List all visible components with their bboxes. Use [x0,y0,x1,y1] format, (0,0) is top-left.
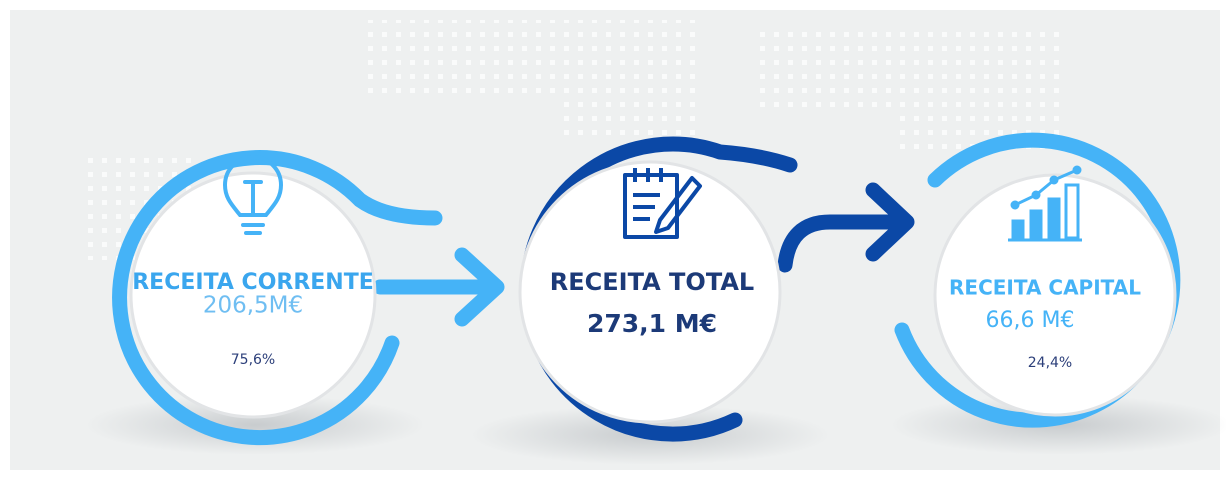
node-circle [129,171,377,419]
node-label: RECEITA CAPITAL [949,276,1141,300]
node-value: 206,5M€ [203,293,303,319]
clipboard-icon [623,168,702,239]
node-circle [933,173,1177,417]
node-share: 24,4% [1028,355,1072,371]
node-label: RECEITA CORRENTE [132,270,374,295]
node-share: 75,6% [231,352,275,368]
bulb-icon [222,155,284,235]
arrow [777,182,915,273]
ring [112,150,443,446]
arrow [372,247,505,327]
node-circle [518,160,782,424]
node-value: 273,1 M€ [587,309,717,338]
node-label: RECEITA TOTAL [550,268,754,296]
chart-icon [1008,165,1082,242]
node-value: 66,6 M€ [986,308,1075,333]
map-dots [80,20,1060,260]
